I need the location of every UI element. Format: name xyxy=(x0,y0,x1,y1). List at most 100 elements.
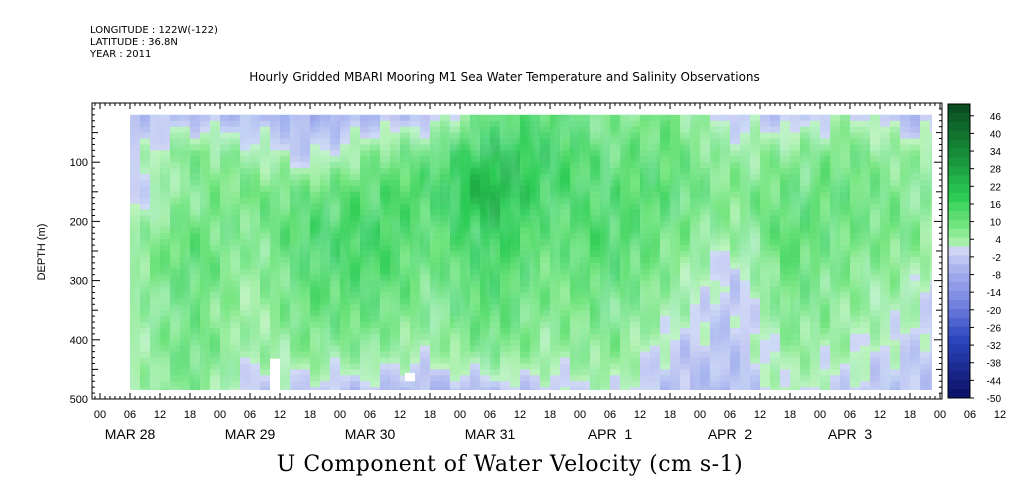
heatmap-cell xyxy=(1000,121,1009,128)
heatmap-cell xyxy=(980,263,991,270)
colorbar-segment xyxy=(948,175,970,185)
heatmap-cell xyxy=(970,192,981,199)
heatmap-cell xyxy=(970,156,981,163)
heatmap-cell xyxy=(1000,156,1009,163)
heatmap-cell xyxy=(980,281,991,288)
heatmap-cell xyxy=(1000,281,1009,288)
colorbar-tick-label: 46 xyxy=(990,112,1002,123)
heatmap-cell xyxy=(990,369,1001,376)
heatmap-cell xyxy=(970,328,981,335)
chart-title: Hourly Gridded MBARI Mooring M1 Sea Wate… xyxy=(249,70,760,84)
heatmap-cell xyxy=(980,298,991,305)
heatmap-cell xyxy=(1000,316,1009,323)
x-hour-label: 18 xyxy=(784,409,796,421)
colorbar-segment xyxy=(948,219,970,230)
x-hour-label: 12 xyxy=(994,409,1006,421)
x-day-label: MAR 28 xyxy=(105,426,156,442)
colorbar-tick-label: -44 xyxy=(987,376,1002,387)
year-label: YEAR : 2011 xyxy=(90,49,152,60)
colorbar-segment xyxy=(948,184,970,194)
colorbar-segment xyxy=(948,282,970,292)
y-tick-label: 300 xyxy=(70,276,88,288)
colorbar-segment xyxy=(948,389,970,399)
colorbar-tick-label: 28 xyxy=(990,165,1002,176)
heatmap-cell xyxy=(1000,233,1009,240)
x-hour-label: 12 xyxy=(394,409,406,421)
heatmap-cell xyxy=(980,352,991,359)
missing-data-block xyxy=(405,372,415,382)
heatmap-cell xyxy=(970,174,981,181)
heatmap-cell xyxy=(1000,180,1009,187)
heatmap-cell xyxy=(1000,216,1009,223)
heatmap-cell xyxy=(970,162,981,169)
missing-data-blocks xyxy=(270,358,415,391)
heatmap-cell xyxy=(980,334,991,341)
heatmap-cell xyxy=(990,387,1001,394)
heatmap-cell xyxy=(1000,352,1009,359)
heatmap-cell xyxy=(980,233,991,240)
heatmap-cell xyxy=(970,334,981,341)
colorbar-tick-label: -20 xyxy=(987,306,1002,317)
heatmap-cell xyxy=(1000,204,1009,211)
heatmap-cell xyxy=(970,127,981,134)
colorbar-segment xyxy=(948,380,970,390)
heatmap-cell xyxy=(990,334,1001,341)
colorbar-segment xyxy=(948,193,970,203)
heatmap-cell xyxy=(1000,364,1009,371)
y-tick-label: 100 xyxy=(70,157,88,169)
x-hour-label: 06 xyxy=(844,409,856,421)
colorbar-segment xyxy=(948,112,970,123)
x-hour-label: 00 xyxy=(94,409,106,421)
x-hour-label: 18 xyxy=(184,409,196,421)
heatmap-cell xyxy=(1000,192,1009,199)
colorbar-variable-title: U Component of Water Velocity (cm s-1) xyxy=(276,452,744,477)
heatmap-cell xyxy=(970,198,981,205)
heatmap-cell xyxy=(1000,322,1009,329)
x-hour-label: 12 xyxy=(634,409,646,421)
heatmap-cell xyxy=(970,352,981,359)
heatmap-cell xyxy=(1000,304,1009,311)
heatmap-cell xyxy=(1000,387,1009,394)
heatmap-cell xyxy=(970,387,981,394)
colorbar-segment xyxy=(948,326,970,337)
heatmap-cell xyxy=(990,316,1001,323)
colorbar-tick-label: -8 xyxy=(992,271,1001,282)
heatmap-cell xyxy=(970,216,981,223)
heatmap-cell xyxy=(1000,168,1009,175)
heatmap-cell xyxy=(970,316,981,323)
heatmap-cell xyxy=(1000,245,1009,252)
colorbar: 46 40 34 28 22 16 10 4 -2 -8 -14 -20 -26 -32 -38 -44 -50 xyxy=(947,103,1002,405)
colorbar-frame xyxy=(947,103,971,399)
x-hour-label: 06 xyxy=(364,409,376,421)
x-hour-label: 18 xyxy=(424,409,436,421)
colorbar-segment xyxy=(948,300,970,310)
x-hour-label: 18 xyxy=(544,409,556,421)
heatmap-cell xyxy=(990,281,1001,288)
colorbar-tick-label: -38 xyxy=(987,359,1002,370)
colorbar-tick-label: -26 xyxy=(987,323,1002,334)
colorbar-segment xyxy=(948,308,970,319)
colorbar-tick-label: 10 xyxy=(990,218,1002,229)
heatmap-cell xyxy=(1000,369,1009,376)
colorbar-segment xyxy=(948,362,970,372)
x-day-label: APR 3 xyxy=(828,426,873,442)
heatmap-cell xyxy=(1000,381,1009,388)
y-tick-label: 500 xyxy=(70,394,88,406)
heatmap-cell xyxy=(1000,287,1009,294)
heatmap-cell xyxy=(980,245,991,252)
heatmap-cell xyxy=(970,310,981,317)
heatmap-cell xyxy=(1000,310,1009,317)
heatmap-cell xyxy=(980,316,991,323)
colorbar-segment xyxy=(948,246,970,256)
colorbar-segment xyxy=(948,237,970,248)
heatmap-cell xyxy=(980,369,991,376)
x-hour-label: 06 xyxy=(124,409,136,421)
y-tick-label: 200 xyxy=(70,216,88,228)
heatmap-cell xyxy=(970,139,981,146)
colorbar-segment xyxy=(948,130,970,141)
heatmap-cell xyxy=(970,144,981,151)
heatmap-cell xyxy=(1000,227,1009,234)
heatmap-cell xyxy=(1000,358,1009,365)
heatmap-cell xyxy=(970,263,981,270)
